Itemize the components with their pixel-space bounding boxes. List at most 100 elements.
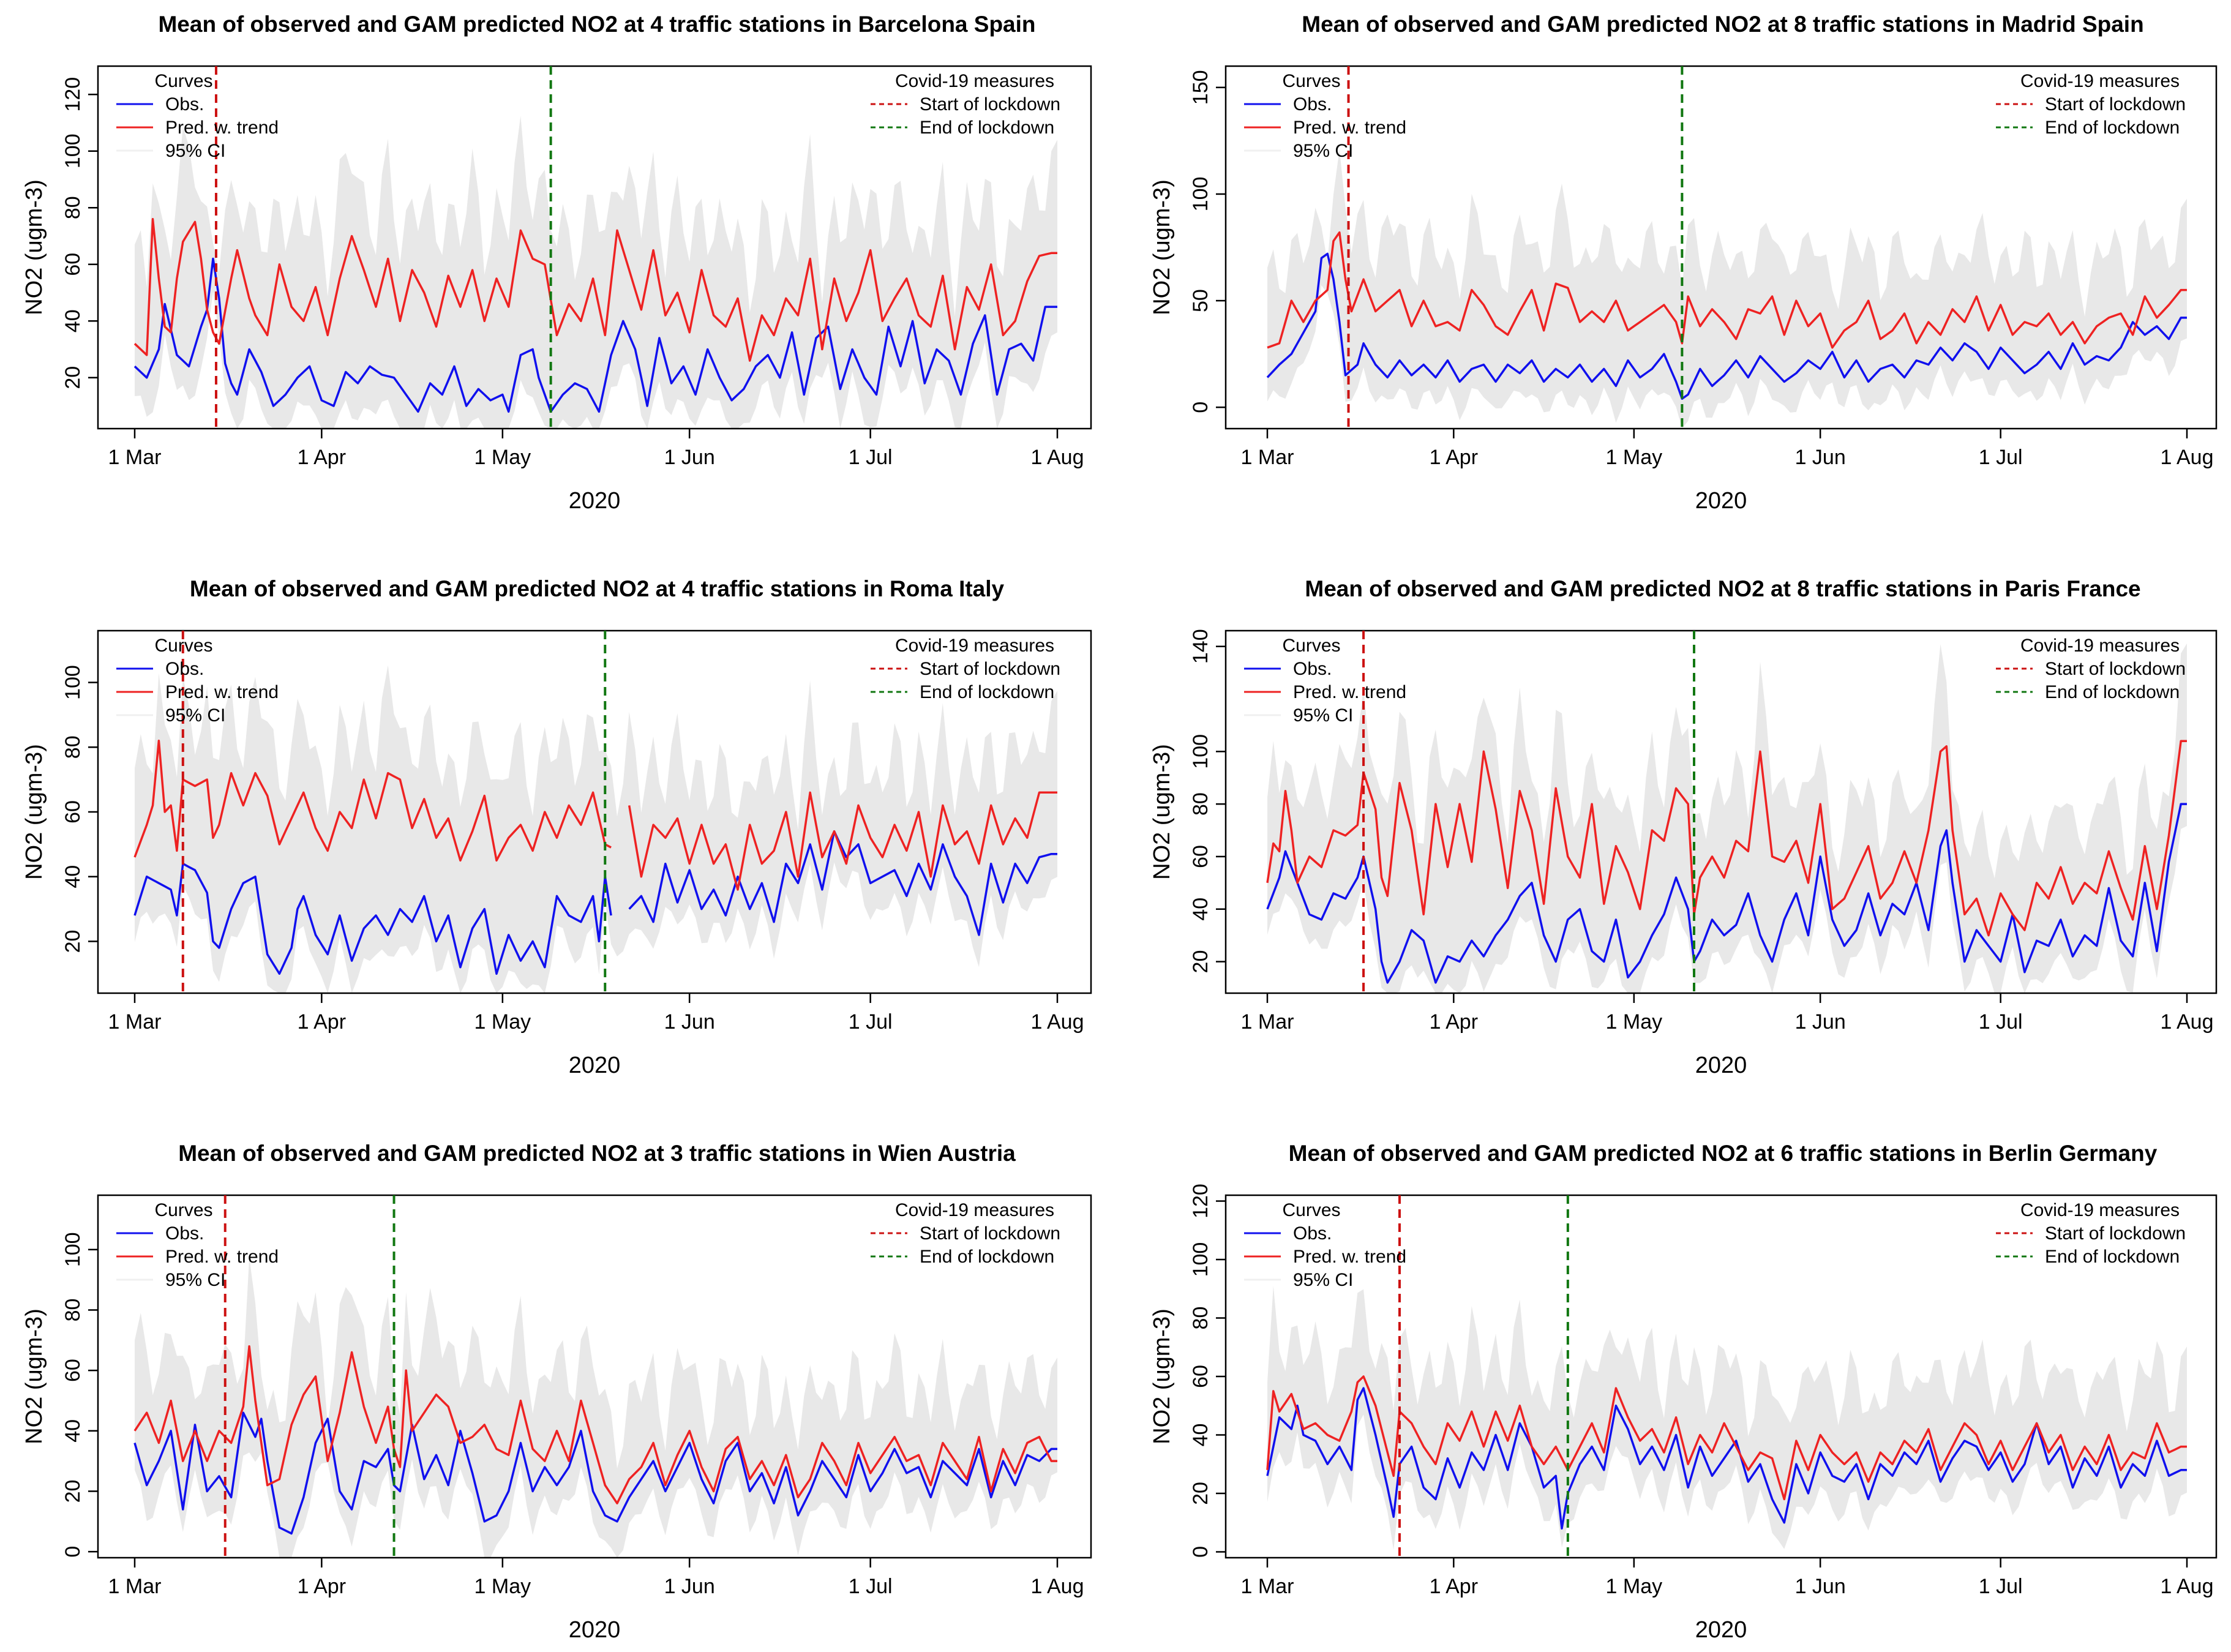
legend-entry: Pred. w. trend [165, 1247, 279, 1267]
x-tick-label: 1 Jun [1795, 446, 1846, 469]
legend-covid-title: Covid-19 measures [895, 636, 1054, 656]
legend-entry: End of lockdown [920, 118, 1054, 138]
chart-title: Mean of observed and GAM predicted NO2 a… [178, 1141, 1016, 1166]
y-tick-label: 20 [1189, 950, 1212, 974]
y-tick-label: 80 [61, 1299, 84, 1322]
y-tick-label: 60 [61, 1359, 84, 1382]
legend-entry: Obs. [165, 94, 204, 115]
y-axis-label: NO2 (ugm-3) [1149, 179, 1175, 315]
plot-frame [97, 1194, 1092, 1559]
plot-frame [97, 65, 1092, 430]
x-tick-label: 1 Apr [1430, 1010, 1478, 1034]
x-tick-label: 1 Jul [1979, 1575, 2023, 1598]
legend-entry: End of lockdown [2045, 682, 2180, 702]
y-tick-label: 80 [61, 735, 84, 759]
y-axis-label: NO2 (ugm-3) [21, 179, 47, 315]
legend-entry: Obs. [1293, 1223, 1332, 1244]
x-tick-label: 1 Jul [849, 1010, 893, 1034]
legend-entry: Obs. [1293, 94, 1332, 115]
x-axis-label: 2020 [569, 1617, 621, 1643]
series-line-obs [133, 830, 1057, 975]
x-axis-label: 2020 [1695, 488, 1747, 514]
chart-title: Mean of observed and GAM predicted NO2 a… [190, 576, 1005, 601]
legend-covid-title: Covid-19 measures [2020, 71, 2180, 91]
x-axis-label: 2020 [1695, 1617, 1747, 1643]
y-tick-label: 50 [1189, 289, 1212, 312]
y-tick-label: 80 [61, 196, 84, 219]
plot-frame [1224, 629, 2218, 994]
legend-entry: Start of lockdown [920, 94, 1060, 115]
y-axis-label: NO2 (ugm-3) [1149, 1308, 1175, 1444]
chart-title: Mean of observed and GAM predicted NO2 a… [1305, 576, 2140, 601]
x-tick-label: 1 Aug [1031, 1010, 1084, 1034]
y-tick-label: 40 [61, 1419, 84, 1443]
panel-barcelona: Mean of observed and GAM predicted NO2 a… [21, 12, 1092, 514]
x-tick-label: 1 Apr [1430, 1575, 1478, 1598]
y-tick-label: 60 [61, 800, 84, 824]
x-tick-label: 1 Jun [664, 1010, 715, 1034]
x-tick-label: 1 Apr [298, 1010, 346, 1034]
x-tick-label: 1 May [474, 1010, 531, 1034]
y-tick-label: 100 [1189, 734, 1212, 769]
x-tick-label: 1 May [474, 446, 531, 469]
x-tick-label: 1 May [1606, 1010, 1663, 1034]
legend-curves-title: Curves [1282, 71, 1340, 91]
legend-entry: Obs. [1293, 659, 1332, 679]
legend-entry: 95% CI [165, 1270, 225, 1290]
legend-entry: Start of lockdown [2045, 1223, 2186, 1244]
y-tick-label: 0 [61, 1546, 84, 1558]
y-tick-label: 120 [61, 77, 84, 112]
legend-covid-title: Covid-19 measures [2020, 1200, 2180, 1220]
legend-entry: End of lockdown [920, 1247, 1054, 1267]
x-tick-label: 1 Jul [1979, 446, 2023, 469]
panel-roma: Mean of observed and GAM predicted NO2 a… [21, 576, 1092, 1078]
legend-entry: Start of lockdown [2045, 94, 2186, 115]
legend-entry: Start of lockdown [2045, 659, 2186, 679]
y-axis-label: NO2 (ugm-3) [21, 1308, 47, 1444]
x-tick-label: 1 Mar [108, 446, 162, 469]
y-tick-label: 140 [1189, 629, 1212, 664]
chart-title: Mean of observed and GAM predicted NO2 a… [1289, 1141, 2158, 1166]
x-tick-label: 1 Aug [2161, 1010, 2214, 1034]
panel-madrid: Mean of observed and GAM predicted NO2 a… [1149, 12, 2218, 514]
ci-band [135, 116, 1057, 429]
y-tick-label: 100 [61, 133, 84, 168]
series-line-pred [1266, 1375, 2187, 1501]
y-tick-label: 100 [1189, 177, 1212, 212]
ci-band [135, 665, 1057, 993]
ci-band [135, 1257, 1057, 1558]
legend-covid-title: Covid-19 measures [895, 1200, 1054, 1220]
x-tick-label: 1 Aug [2161, 446, 2214, 469]
series-line-pred [1267, 231, 2187, 349]
legend-entry: 95% CI [1293, 705, 1353, 726]
x-tick-label: 1 Jun [1795, 1010, 1846, 1034]
ci-band [1267, 1285, 2187, 1550]
x-tick-label: 1 Apr [298, 1575, 346, 1598]
legend-entry: Obs. [165, 1223, 204, 1244]
y-tick-label: 0 [1189, 402, 1212, 413]
y-tick-label: 150 [1189, 70, 1212, 105]
x-tick-label: 1 Jun [1795, 1575, 1846, 1598]
series-line-obs [1266, 803, 2187, 984]
x-tick-label: 1 Mar [1241, 446, 1294, 469]
y-tick-label: 60 [61, 253, 84, 276]
x-tick-label: 1 Mar [1241, 1010, 1294, 1034]
x-axis-label: 2020 [569, 1053, 621, 1078]
y-tick-label: 20 [1189, 1482, 1212, 1505]
series-line-pred [133, 1345, 1057, 1504]
x-tick-label: 1 Mar [1241, 1575, 1294, 1598]
y-tick-label: 40 [1189, 1424, 1212, 1447]
panel-paris: Mean of observed and GAM predicted NO2 a… [1149, 576, 2218, 1078]
x-tick-label: 1 Aug [1031, 1575, 1084, 1598]
series-line-obs [133, 1411, 1057, 1535]
x-tick-label: 1 Aug [2161, 1575, 2214, 1598]
legend-covid-title: Covid-19 measures [2020, 636, 2180, 656]
legend-curves-title: Curves [154, 71, 212, 91]
legend-entry: Start of lockdown [920, 659, 1060, 679]
y-tick-label: 100 [1189, 1242, 1212, 1277]
y-tick-label: 120 [1189, 1184, 1212, 1218]
series-line-obs [1266, 252, 2187, 400]
y-tick-label: 40 [61, 309, 84, 332]
y-tick-label: 80 [1189, 792, 1212, 816]
legend-entry: 95% CI [165, 141, 225, 161]
